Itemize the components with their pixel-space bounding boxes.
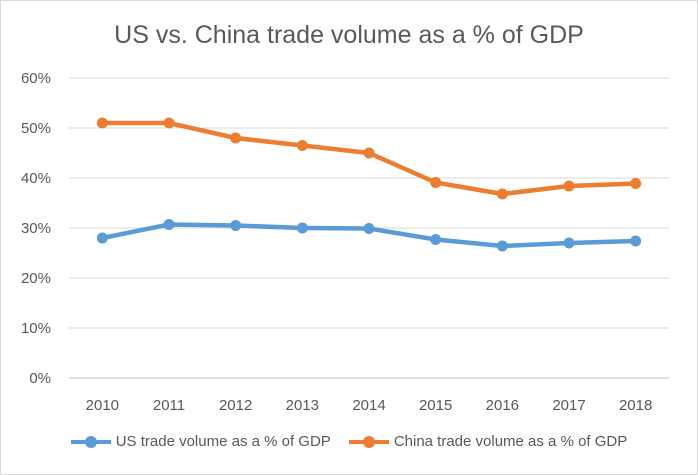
x-tick-label: 2014 bbox=[352, 397, 385, 414]
data-point-series-2 bbox=[430, 177, 442, 188]
y-tick-label: 50% bbox=[21, 120, 51, 137]
data-point-series-1 bbox=[496, 240, 508, 252]
data-point-series-1 bbox=[296, 222, 308, 234]
legend-label: China trade volume as a % of GDP bbox=[393, 433, 628, 450]
data-point-series-1 bbox=[563, 237, 575, 249]
x-tick-label: 2015 bbox=[419, 397, 452, 414]
data-point-series-1 bbox=[96, 232, 108, 244]
data-point-series-2 bbox=[296, 140, 308, 151]
x-tick-label: 2016 bbox=[486, 397, 519, 414]
data-point-series-2 bbox=[96, 117, 108, 129]
legend-label: US trade volume as a % of GDP bbox=[115, 433, 331, 450]
x-tick-label: 2013 bbox=[286, 397, 319, 414]
legend-swatch bbox=[70, 435, 111, 449]
data-point-series-2 bbox=[630, 178, 642, 189]
data-point-series-2 bbox=[230, 132, 242, 144]
chart-title: US vs. China trade volume as a % of GDP bbox=[114, 21, 584, 49]
x-tick-label: 2012 bbox=[219, 397, 252, 414]
legend-marker bbox=[362, 435, 375, 448]
legend-swatch bbox=[348, 435, 389, 449]
data-point-series-2 bbox=[496, 188, 508, 200]
x-tick-label: 2018 bbox=[619, 397, 652, 414]
legend-marker bbox=[84, 435, 97, 448]
y-tick-label: 20% bbox=[21, 270, 51, 287]
data-point-series-2 bbox=[163, 117, 175, 129]
legend-entry: China trade volume as a % of GDP bbox=[348, 433, 628, 450]
y-tick-label: 0% bbox=[29, 370, 51, 387]
legend-entry: US trade volume as a % of GDP bbox=[70, 433, 331, 450]
x-tick-label: 2011 bbox=[153, 397, 185, 414]
data-point-series-2 bbox=[563, 180, 575, 192]
data-point-series-1 bbox=[363, 223, 375, 234]
data-point-series-1 bbox=[430, 234, 442, 245]
data-point-series-2 bbox=[363, 147, 375, 159]
x-tick-label: 2010 bbox=[86, 397, 119, 414]
x-tick-label: 2017 bbox=[552, 397, 585, 414]
legend: US trade volume as a % of GDP China trade… bbox=[1, 433, 697, 450]
data-point-series-1 bbox=[630, 235, 642, 247]
y-tick-label: 30% bbox=[21, 220, 51, 237]
y-tick-label: 10% bbox=[21, 320, 51, 337]
y-tick-label: 60% bbox=[21, 70, 51, 87]
data-point-series-1 bbox=[230, 220, 242, 231]
data-point-series-1 bbox=[163, 219, 175, 230]
y-tick-label: 40% bbox=[21, 170, 51, 187]
